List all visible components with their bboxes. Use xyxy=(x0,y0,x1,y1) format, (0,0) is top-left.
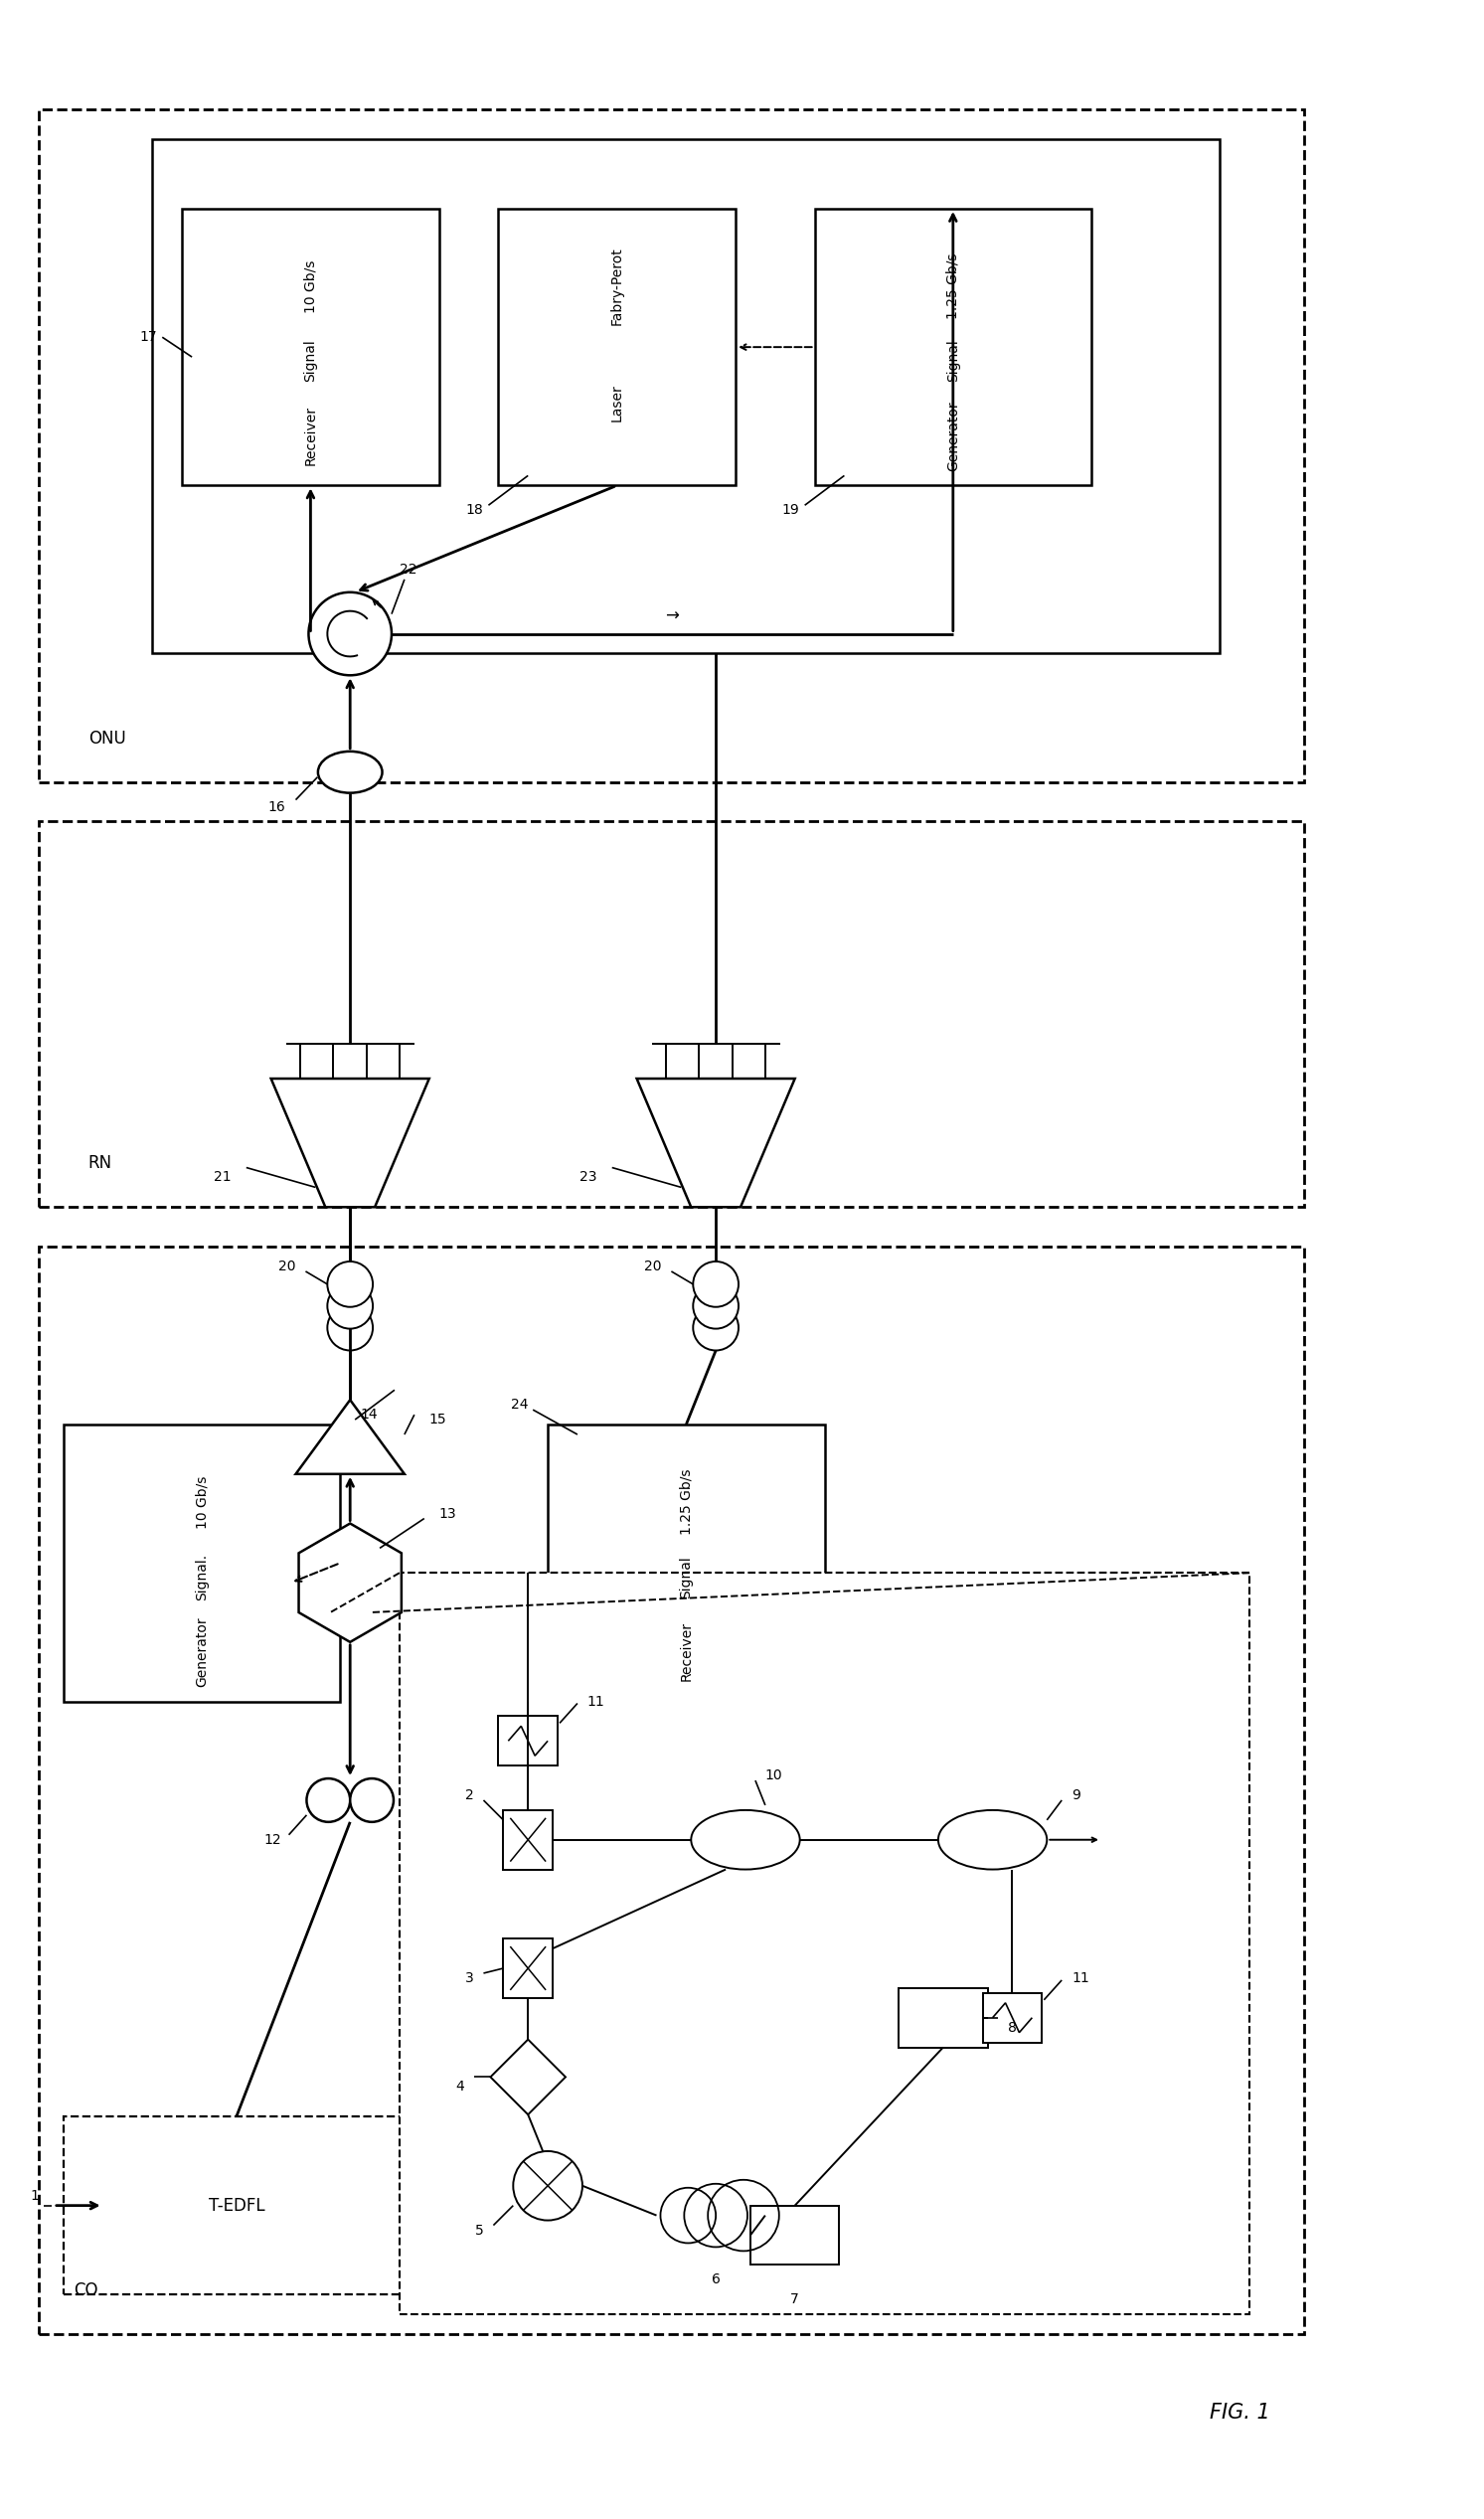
Text: Signal: Signal xyxy=(304,340,318,383)
Polygon shape xyxy=(490,2040,565,2113)
Bar xyxy=(815,209,1091,486)
Text: 21: 21 xyxy=(214,1171,232,1184)
Text: 3: 3 xyxy=(464,1972,473,1985)
Text: 16: 16 xyxy=(269,801,286,814)
Ellipse shape xyxy=(938,1811,1046,1869)
Text: 5: 5 xyxy=(475,2224,484,2237)
Circle shape xyxy=(513,2151,582,2219)
Polygon shape xyxy=(272,1078,429,1207)
Circle shape xyxy=(693,1282,739,1328)
Text: 20: 20 xyxy=(644,1260,662,1275)
Text: 11: 11 xyxy=(588,1695,605,1708)
Bar xyxy=(39,1247,1304,2335)
Text: →: → xyxy=(665,607,680,625)
Text: 9: 9 xyxy=(1071,1788,1080,1801)
Text: Signal.: Signal. xyxy=(194,1554,209,1600)
Polygon shape xyxy=(295,1401,405,1474)
Text: 1.25 Gb/s: 1.25 Gb/s xyxy=(947,252,960,320)
Text: Receiver: Receiver xyxy=(680,1622,693,1680)
Text: 10 Gb/s: 10 Gb/s xyxy=(194,1476,209,1529)
Polygon shape xyxy=(637,1078,795,1207)
Circle shape xyxy=(693,1305,739,1350)
Circle shape xyxy=(309,592,392,675)
Text: 13: 13 xyxy=(439,1506,457,1521)
Text: 17: 17 xyxy=(139,330,157,345)
Bar xyxy=(64,1426,340,1700)
Text: Receiver: Receiver xyxy=(304,406,318,466)
Bar xyxy=(399,1572,1250,2315)
Text: 14: 14 xyxy=(361,1408,377,1421)
Text: RN: RN xyxy=(88,1154,113,1171)
Text: 20: 20 xyxy=(279,1260,295,1275)
Text: T-EDFL: T-EDFL xyxy=(208,2197,264,2214)
Text: FIG. 1: FIG. 1 xyxy=(1209,2403,1270,2423)
Text: 1: 1 xyxy=(30,2189,39,2202)
Bar xyxy=(499,1715,558,1766)
Text: 7: 7 xyxy=(791,2292,800,2307)
Text: Generator: Generator xyxy=(194,1617,209,1688)
Bar xyxy=(39,821,1304,1207)
Circle shape xyxy=(350,1778,393,1821)
Bar xyxy=(503,1811,552,1869)
Bar xyxy=(499,209,736,486)
Ellipse shape xyxy=(692,1811,800,1869)
Text: 6: 6 xyxy=(711,2272,720,2287)
Text: 19: 19 xyxy=(782,504,800,516)
Text: Generator: Generator xyxy=(947,401,960,471)
Text: 18: 18 xyxy=(466,504,484,516)
Text: 15: 15 xyxy=(429,1413,447,1426)
Circle shape xyxy=(328,1305,372,1350)
Text: 1.25 Gb/s: 1.25 Gb/s xyxy=(680,1469,693,1534)
Text: 10 Gb/s: 10 Gb/s xyxy=(304,259,318,312)
Bar xyxy=(64,2116,410,2295)
Bar xyxy=(183,209,439,486)
Ellipse shape xyxy=(318,751,383,793)
Bar xyxy=(982,1993,1042,2043)
Text: Signal: Signal xyxy=(947,340,960,383)
Text: 23: 23 xyxy=(580,1171,597,1184)
Text: Laser: Laser xyxy=(610,383,623,421)
Text: 24: 24 xyxy=(510,1398,528,1411)
Text: 4: 4 xyxy=(456,2081,464,2093)
Text: CO: CO xyxy=(73,2282,98,2300)
Circle shape xyxy=(693,1262,739,1307)
Bar xyxy=(899,1987,988,2048)
Bar xyxy=(503,1940,552,1998)
Text: Fabry-Perot: Fabry-Perot xyxy=(610,247,623,325)
Polygon shape xyxy=(298,1524,402,1642)
Text: 22: 22 xyxy=(399,562,417,577)
Text: ONU: ONU xyxy=(88,731,126,748)
Text: 11: 11 xyxy=(1071,1972,1089,1985)
Bar xyxy=(548,1426,825,1700)
Circle shape xyxy=(328,1262,372,1307)
Text: 10: 10 xyxy=(766,1768,782,1783)
Circle shape xyxy=(328,1282,372,1328)
Circle shape xyxy=(307,1778,350,1821)
Text: Signal: Signal xyxy=(680,1557,693,1597)
Bar xyxy=(39,111,1304,781)
Bar xyxy=(153,139,1220,652)
Text: 12: 12 xyxy=(263,1834,280,1846)
Bar xyxy=(751,2207,840,2265)
Text: 8: 8 xyxy=(1008,2020,1017,2035)
Text: 2: 2 xyxy=(464,1788,473,1801)
